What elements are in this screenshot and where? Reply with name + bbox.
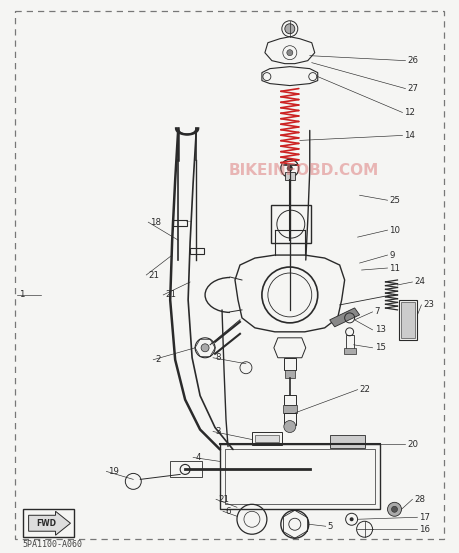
Circle shape	[287, 50, 293, 56]
Text: 12: 12	[404, 108, 415, 117]
Bar	[252, 431, 282, 446]
Polygon shape	[330, 308, 359, 327]
Text: 24: 24	[414, 278, 425, 286]
Text: 13: 13	[375, 325, 386, 335]
Text: 22: 22	[359, 385, 370, 394]
Text: 10: 10	[390, 226, 401, 234]
Text: —: —	[186, 220, 191, 225]
Text: 17: 17	[420, 513, 431, 522]
Circle shape	[201, 344, 209, 352]
Text: 4: 4	[195, 453, 201, 462]
Text: 26: 26	[408, 56, 419, 65]
Text: 5: 5	[328, 521, 333, 531]
Bar	[402, 302, 415, 338]
Text: 2: 2	[155, 355, 161, 364]
Bar	[225, 450, 375, 504]
Circle shape	[350, 517, 353, 521]
Circle shape	[387, 502, 402, 517]
Bar	[170, 461, 202, 477]
Circle shape	[392, 507, 397, 512]
Bar	[284, 413, 296, 425]
Text: 1: 1	[19, 290, 24, 299]
Bar	[284, 358, 296, 370]
Text: BIKEINFOBD.COM: BIKEINFOBD.COM	[229, 163, 379, 178]
Bar	[399, 300, 417, 340]
Text: 5PA1100-A060: 5PA1100-A060	[22, 540, 83, 549]
Text: 7: 7	[375, 307, 380, 316]
Text: 3: 3	[215, 427, 220, 436]
Text: 21: 21	[165, 290, 176, 299]
Text: 20: 20	[408, 440, 419, 449]
Text: 25: 25	[390, 196, 401, 205]
Bar	[285, 370, 295, 378]
Text: 21: 21	[218, 495, 229, 504]
Text: 18: 18	[150, 218, 161, 227]
Text: 6: 6	[225, 507, 230, 516]
Bar	[285, 173, 295, 180]
Bar	[255, 435, 279, 442]
Bar	[346, 335, 353, 349]
Text: 21: 21	[148, 270, 159, 279]
Circle shape	[285, 24, 295, 34]
Text: 11: 11	[390, 264, 401, 273]
Bar	[172, 220, 187, 226]
Bar	[344, 348, 356, 354]
Bar	[283, 405, 297, 413]
Text: 14: 14	[404, 131, 415, 140]
Text: 15: 15	[375, 343, 386, 352]
Bar	[284, 395, 296, 405]
Bar	[220, 445, 380, 509]
Circle shape	[287, 165, 293, 171]
Circle shape	[284, 421, 296, 432]
Text: 8: 8	[215, 353, 220, 362]
Text: 23: 23	[423, 300, 434, 310]
Bar	[22, 509, 74, 537]
Text: 27: 27	[408, 84, 419, 93]
Text: 9: 9	[390, 251, 395, 259]
Bar	[271, 205, 311, 243]
Polygon shape	[28, 512, 71, 535]
Bar	[190, 248, 204, 254]
Text: 28: 28	[414, 495, 425, 504]
Text: 19: 19	[108, 467, 119, 476]
Text: 16: 16	[420, 525, 431, 534]
Bar	[330, 435, 364, 448]
Text: FWD: FWD	[37, 519, 56, 528]
